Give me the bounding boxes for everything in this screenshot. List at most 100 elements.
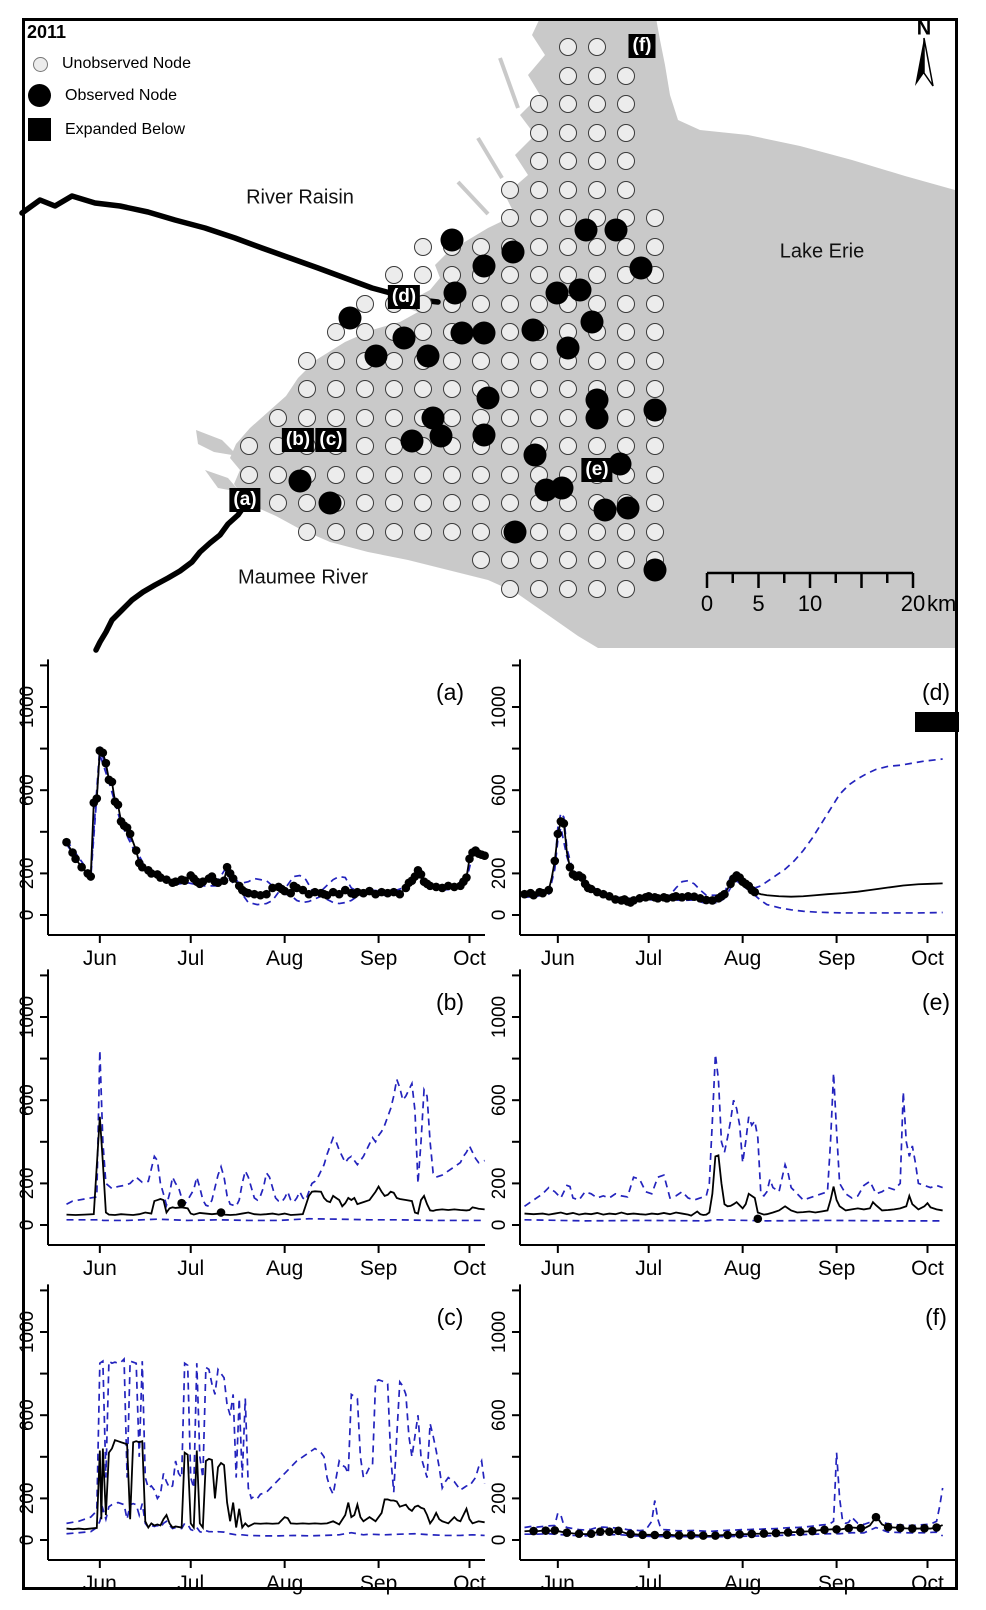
chart-d-observation-dot [559,819,569,828]
y-tick-label: 1000 [489,1311,510,1353]
map-node-unobserved [443,523,461,541]
map-node-unobserved [356,494,374,512]
north-label: N [916,17,932,40]
map-node-observed [643,558,667,582]
y-tick-label: 0 [489,910,510,921]
x-tick-label: Jun [83,1257,117,1280]
legend-label: Observed Node [65,86,178,104]
chart-f-observation-dot [759,1529,769,1538]
label-river-raisin: River Raisin [246,186,354,209]
map-node-unobserved [356,437,374,455]
chart-e-observation-dot [753,1214,763,1224]
label-maumee-river: Maumee River [237,566,369,589]
map-node-unobserved [646,238,664,256]
map-marker-c: (c) [315,428,347,452]
x-tick-label: Oct [911,1572,944,1595]
map-node-unobserved [414,266,432,284]
map-node-unobserved [327,409,345,427]
chart-c-upper-band [66,1356,486,1525]
y-tick-label: 0 [489,1220,510,1231]
map-node-unobserved [559,551,577,569]
chart-b-mean-line [66,1116,485,1216]
chart-a-observation-dot [395,889,405,899]
y-tick-label: 1000 [17,996,38,1038]
map-node-observed [400,429,424,453]
chart-f-observation-dot [735,1530,744,1539]
chart-e-panel-label: (e) [922,989,950,1015]
map-node-unobserved [530,523,548,541]
map-node-unobserved [559,266,577,284]
map-node-observed [568,278,592,302]
map-node-unobserved [588,580,606,598]
map-node-unobserved [530,95,548,113]
map-node-observed [545,281,569,305]
y-tick-label: 1000 [17,1311,38,1353]
x-tick-label: Jul [177,1572,204,1595]
chart-b-panel-label: (b) [436,989,464,1015]
chart-d-expanded-square-icon [915,712,959,732]
chart-f-observation-dot [832,1525,841,1534]
x-tick-label: Jun [83,1572,117,1595]
map-node-unobserved [617,152,635,170]
x-tick-label: Aug [724,1257,761,1280]
map-node-observed [593,498,617,522]
chart-a-observation-dot [480,851,489,861]
chart-f-observation-dot [674,1531,684,1540]
map-node-observed [616,496,640,520]
y-tick-label: 1000 [489,686,510,728]
legend-label: Expanded Below [65,120,186,138]
map-node-observed [450,321,474,345]
chart-f-observation-dot [711,1531,720,1540]
map-node-observed [476,386,500,410]
map-node-observed [585,406,609,430]
map-node-unobserved [385,466,403,484]
chart-b-observation-dot [177,1198,186,1208]
y-tick-label: 1000 [17,686,38,728]
map-node-unobserved [617,181,635,199]
map-node-observed [608,452,632,476]
map-node-unobserved [617,437,635,455]
map-node-observed [501,240,525,264]
map-node-unobserved [414,494,432,512]
chart-f-observation-dot [686,1530,696,1540]
chart-f-observation-dot [529,1526,538,1536]
chart-f-observation-dot [747,1529,757,1539]
y-tick-label: 600 [489,1399,510,1431]
map-node-unobserved [356,466,374,484]
map-node-unobserved [501,295,519,313]
map-node-unobserved [356,380,374,398]
chart-a-observation-dot [77,862,86,872]
map-node-unobserved [472,295,490,313]
map-node-unobserved [501,580,519,598]
chart-e-mean-line [524,1154,943,1217]
map-node-unobserved [501,380,519,398]
map-node-unobserved [646,352,664,370]
y-tick-label: 600 [17,1399,38,1431]
x-tick-label: Aug [266,947,303,970]
map-node-unobserved [472,466,490,484]
legend-label: Unobserved Node [62,55,191,72]
map-node-observed [392,326,416,350]
map-node-unobserved [617,67,635,85]
chart-f-observation-dot [605,1527,614,1536]
map-node-unobserved [385,494,403,512]
map-node-unobserved [298,352,316,370]
map-node-unobserved [501,209,519,227]
map-node-observed [472,254,496,278]
map-node-unobserved [530,352,548,370]
map-node-unobserved [385,352,403,370]
map-node-unobserved [617,238,635,256]
chart-f-observation-dot [550,1526,560,1535]
map-node-unobserved [559,580,577,598]
map-node-unobserved [472,551,490,569]
delta-streak [476,136,504,180]
map-node-unobserved [501,352,519,370]
map-node-unobserved [588,437,606,455]
map-node-unobserved [617,95,635,113]
x-tick-label: Jun [83,947,117,970]
map-marker-b: (b) [281,428,315,452]
map-node-unobserved [385,409,403,427]
map-node-unobserved [588,181,606,199]
map-node-unobserved [559,209,577,227]
map-node-unobserved [559,67,577,85]
